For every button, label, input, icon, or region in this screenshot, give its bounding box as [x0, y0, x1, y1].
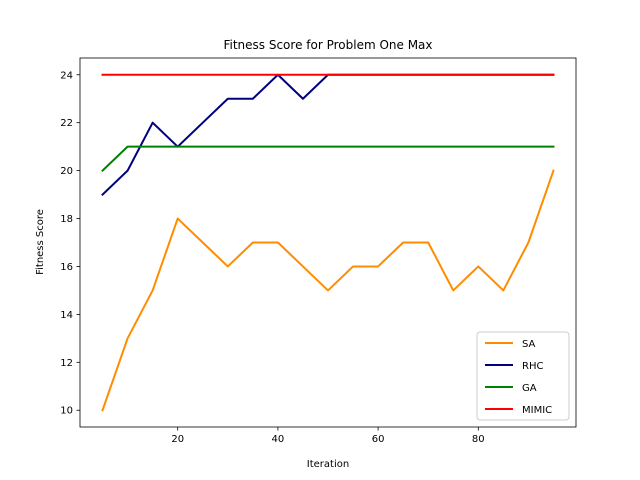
x-tick-label: 20 — [171, 434, 184, 445]
y-tick-label: 12 — [60, 358, 73, 369]
y-tick-label: 20 — [60, 166, 73, 177]
legend: SA RHC GA MIMIC — [476, 331, 570, 421]
x-axis-label: Iteration — [307, 459, 349, 470]
series-line-ga — [101, 145, 555, 173]
y-axis-label: Fitness Score — [35, 209, 46, 275]
legend-label-mimic: MIMIC — [522, 405, 552, 416]
series-layer — [101, 73, 555, 412]
y-axis: 10 12 14 16 18 20 22 24 — [60, 70, 80, 417]
x-axis: 20 40 60 80 — [171, 427, 485, 445]
x-tick-label: 60 — [372, 434, 385, 445]
y-tick-label: 10 — [60, 406, 73, 417]
chart-title: Fitness Score for Problem One Max — [223, 38, 432, 52]
y-tick-label: 24 — [60, 70, 73, 81]
y-tick-label: 14 — [60, 310, 73, 321]
y-tick-label: 18 — [60, 214, 73, 225]
legend-label-ga: GA — [522, 383, 537, 394]
legend-label-sa: SA — [522, 339, 536, 350]
x-tick-label: 40 — [272, 434, 285, 445]
y-tick-label: 16 — [60, 262, 73, 273]
legend-label-rhc: RHC — [522, 361, 543, 372]
y-tick-label: 22 — [60, 118, 73, 129]
plot-frame — [79, 57, 577, 428]
legend-box — [476, 331, 570, 421]
x-tick-label: 80 — [472, 434, 485, 445]
series-line-sa — [101, 169, 555, 412]
